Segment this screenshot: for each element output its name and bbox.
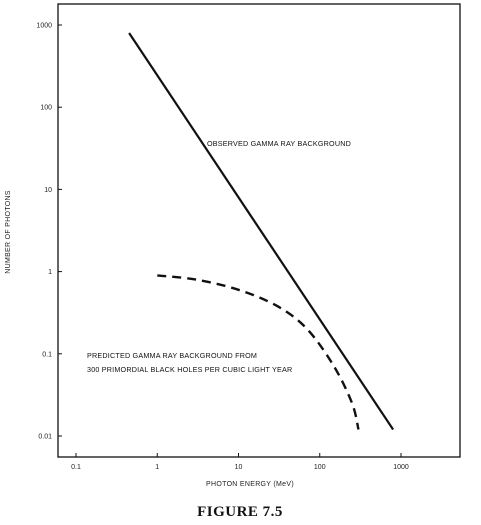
annotation-observed: OBSERVED GAMMA RAY BACKGROUND bbox=[207, 139, 351, 148]
x-tick-label: 10 bbox=[235, 464, 243, 471]
observed-background-line bbox=[128, 32, 395, 431]
x-tick-label: 1 bbox=[155, 464, 159, 471]
y-tick-label: 0.1 bbox=[42, 351, 52, 358]
figure-caption: FIGURE 7.5 bbox=[197, 504, 283, 520]
plot-frame bbox=[57, 3, 461, 458]
y-tick-label: 1000 bbox=[36, 23, 52, 30]
predicted-background-curve bbox=[157, 274, 360, 430]
y-axis-label: NUMBER OF PHOTONS bbox=[5, 190, 12, 274]
x-axis-label: PHOTON ENERGY (MeV) bbox=[206, 481, 294, 488]
x-axis-ticks: 0.1 1 10 100 1000 bbox=[71, 453, 409, 471]
y-axis-ticks: 1000 100 10 1 0.1 0.01 bbox=[36, 23, 62, 441]
y-tick-label: 10 bbox=[44, 187, 52, 194]
y-tick-label: 100 bbox=[40, 105, 52, 112]
y-tick-label: 1 bbox=[48, 269, 52, 276]
annotation-predicted-line1: PREDICTED GAMMA RAY BACKGROUND FROM bbox=[87, 351, 257, 360]
x-tick-label: 100 bbox=[314, 464, 326, 471]
series-layer bbox=[128, 32, 395, 431]
y-tick-label: 0.01 bbox=[38, 434, 52, 441]
x-tick-label: 1000 bbox=[393, 464, 409, 471]
annotation-predicted-line2: 300 PRIMORDIAL BLACK HOLES PER CUBIC LIG… bbox=[87, 365, 292, 374]
x-tick-label: 0.1 bbox=[71, 464, 81, 471]
